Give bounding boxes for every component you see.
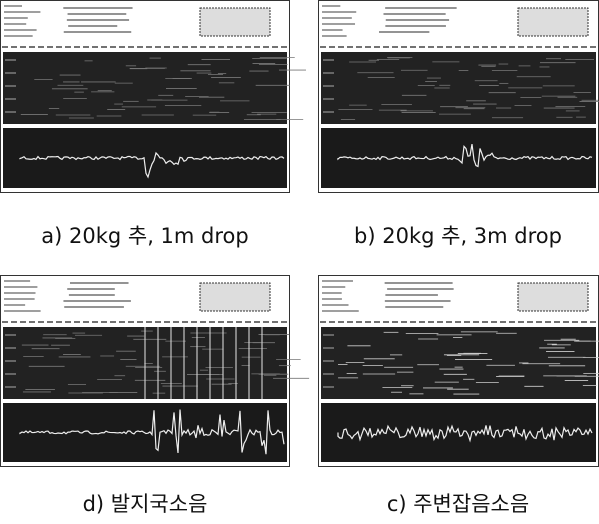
header-graphic	[200, 8, 270, 36]
waveform-panel	[3, 128, 287, 188]
figure: a) 20kg 추, 1m drop b) 20kg 추, 3m drop d)…	[0, 0, 599, 524]
screenshot	[1, 1, 306, 193]
header-graphic	[200, 283, 270, 311]
caption: b) 20kg 추, 3m drop	[354, 224, 562, 248]
waveform-panel	[321, 128, 596, 188]
spectrogram	[3, 52, 287, 124]
page: a) 20kg 추, 1m drop b) 20kg 추, 3m drop d)…	[0, 0, 599, 524]
screenshot	[1, 276, 310, 467]
header-graphic	[518, 283, 588, 311]
caption: d) 발지국소음	[83, 492, 208, 516]
header-graphic	[518, 8, 588, 36]
screenshot	[319, 1, 599, 193]
caption: a) 20kg 추, 1m drop	[41, 224, 248, 248]
screenshot	[319, 276, 599, 467]
caption: c) 주변잡음소음	[387, 492, 529, 516]
